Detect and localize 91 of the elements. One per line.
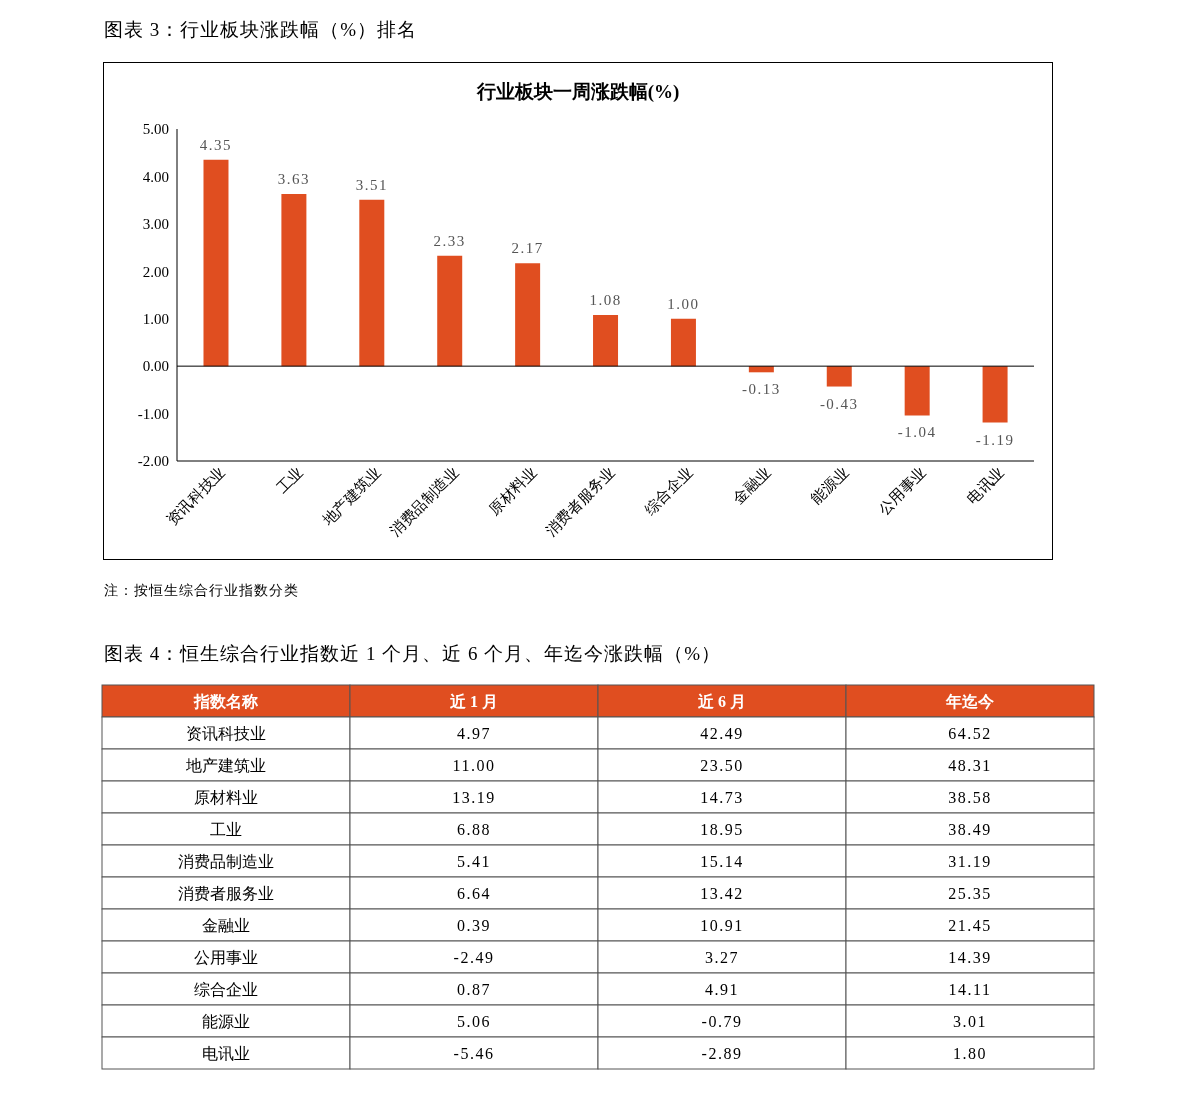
data-label: 42.49	[700, 725, 744, 742]
x-tick-label: 近 6 月	[697, 693, 746, 710]
x-tick-label: 消费者服务业	[542, 464, 618, 539]
data-label: -1.04	[897, 424, 937, 441]
data-label: 38.58	[948, 789, 992, 806]
data-label: 4.35	[199, 136, 233, 153]
y-tick-label: 0.00	[142, 358, 169, 375]
x-tick-label: 消费品制造业	[386, 464, 462, 539]
data-label: 2.17	[511, 240, 544, 257]
y-tick-label: 消费品制造业	[178, 853, 274, 870]
data-label: -2.49	[453, 949, 495, 966]
y-axis-title: 指数名称	[193, 693, 258, 710]
data-label: 25.35	[948, 885, 992, 902]
x-tick-label: 近 1 月	[449, 693, 498, 710]
chart-subtitle: 行业板块一周涨跌幅(%)	[475, 80, 681, 104]
y-tick-label: 5.00	[142, 121, 169, 138]
y-tick-label: 能源业	[202, 1013, 250, 1030]
x-tick-label: 能源业	[808, 464, 852, 508]
data-label: 38.49	[948, 821, 992, 838]
data-label: 13.19	[452, 789, 496, 806]
data-label: 5.06	[457, 1013, 491, 1030]
data-label: -0.79	[701, 1013, 743, 1030]
bar	[203, 159, 229, 367]
data-label: 10.91	[700, 917, 744, 934]
data-label: 14.11	[948, 981, 992, 998]
x-tick-label: 工业	[273, 464, 306, 497]
x-tick-label: 原材料业	[485, 464, 540, 518]
data-label: 15.14	[700, 853, 744, 870]
x-tick-label: 金融业	[730, 464, 774, 508]
bar	[670, 318, 696, 367]
y-tick-label: 工业	[210, 821, 242, 838]
data-label: 18.95	[700, 821, 744, 838]
y-tick-label: 资讯科技业	[186, 725, 266, 742]
bar	[515, 263, 541, 367]
data-label: 14.39	[948, 949, 992, 966]
bar	[982, 366, 1008, 423]
bar	[437, 255, 463, 367]
x-tick-label: 综合企业	[641, 464, 696, 518]
y-tick-label: 2.00	[142, 263, 169, 280]
y-tick-label: 消费者服务业	[178, 885, 274, 902]
y-tick-label: -2.00	[137, 453, 169, 470]
data-label: 14.73	[700, 789, 744, 806]
y-tick-label: 电讯业	[202, 1045, 250, 1062]
x-tick-label: 电讯业	[963, 464, 1008, 508]
data-label: 6.88	[457, 821, 491, 838]
y-tick-label: 公用事业	[194, 949, 258, 966]
data-label: 48.31	[948, 757, 992, 774]
y-tick-label: 1.00	[142, 311, 169, 328]
data-label: 13.42	[700, 885, 744, 902]
data-label: -5.46	[453, 1045, 495, 1062]
y-tick-label: 地产建筑业	[185, 757, 266, 774]
data-label: 0.39	[457, 917, 491, 934]
x-tick-label: 地产建筑业	[318, 464, 384, 530]
y-tick-label: 4.00	[142, 168, 169, 185]
chart-title: 图表 3：行业板块涨跌幅（%）排名	[104, 18, 418, 42]
data-label: 64.52	[948, 725, 992, 742]
data-label: 3.63	[277, 170, 311, 187]
y-tick-label: 金融业	[202, 917, 250, 934]
data-label: 23.50	[700, 757, 744, 774]
y-tick-label: -1.00	[137, 405, 169, 422]
data-label: 4.91	[705, 981, 739, 998]
data-label: 5.41	[457, 853, 491, 870]
data-label: 1.08	[589, 291, 622, 308]
data-label: 3.27	[705, 949, 739, 966]
y-tick-label: 综合企业	[194, 981, 258, 998]
bar	[281, 193, 307, 367]
y-tick-label: 3.00	[142, 216, 169, 233]
x-tick-label: 年迄今	[945, 693, 995, 710]
y-tick-label: 原材料业	[194, 789, 258, 806]
data-label: 31.19	[948, 853, 992, 870]
x-tick-label: 公用事业	[875, 464, 930, 518]
data-label: 1.00	[667, 295, 700, 312]
data-label: 6.64	[457, 885, 491, 902]
data-label: 11.00	[452, 757, 496, 774]
data-label: 2.33	[433, 232, 466, 249]
data-label: 3.51	[355, 176, 388, 193]
bar	[904, 366, 930, 416]
data-label: 4.97	[457, 725, 491, 742]
data-label: -2.89	[701, 1045, 743, 1062]
bar	[359, 199, 385, 367]
data-label: 3.01	[953, 1013, 987, 1030]
text: 注：按恒生综合行业指数分类	[104, 582, 299, 600]
bar	[593, 314, 619, 367]
data-label: -1.19	[975, 431, 1015, 448]
data-label: 21.45	[948, 917, 992, 934]
chart-title: 图表 4：恒生综合行业指数近 1 个月、近 6 个月、年迄今涨跌幅（%）	[104, 642, 722, 666]
data-label: -0.13	[741, 381, 781, 398]
data-label: 0.87	[457, 981, 491, 998]
data-label: -0.43	[819, 395, 859, 412]
data-label: 1.80	[953, 1045, 987, 1062]
bar	[826, 366, 852, 387]
